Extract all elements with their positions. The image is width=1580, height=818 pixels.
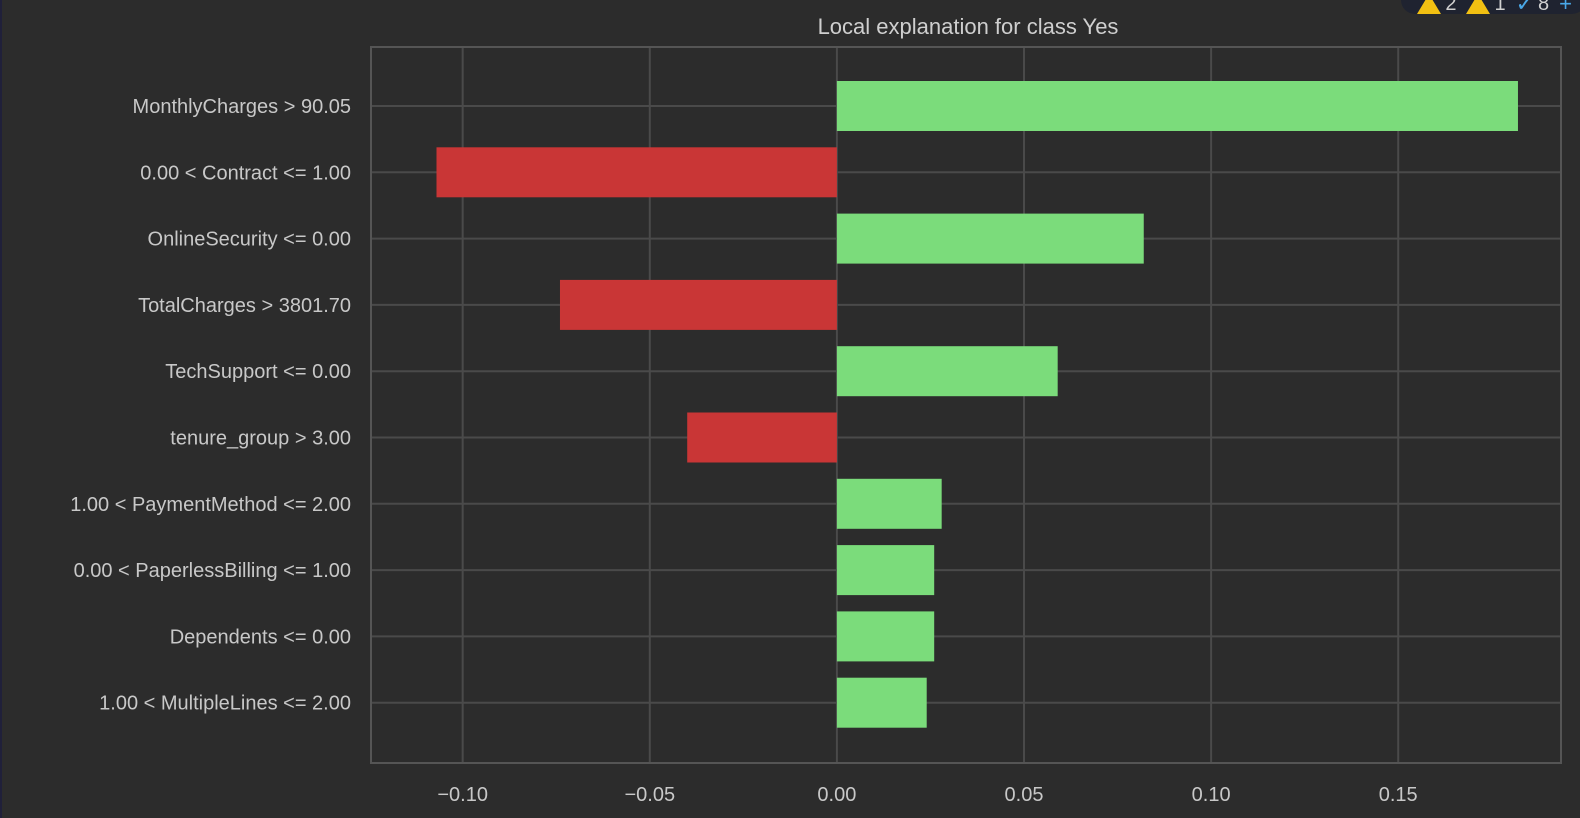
bar-positive — [836, 545, 935, 596]
warning-icon — [1466, 0, 1491, 14]
check-badge[interactable]: ✓ 8 — [1516, 0, 1550, 16]
y-tick-label: tenure_group > 3.00 — [170, 428, 351, 450]
chart-title: Local explanation for class Yes — [818, 14, 1119, 39]
y-tick-label: 0.00 < PaperlessBilling <= 1.00 — [74, 560, 351, 582]
y-tick-label: OnlineSecurity <= 0.00 — [148, 229, 351, 251]
bar-negative — [559, 279, 837, 330]
check-icon: ✓ — [1515, 0, 1535, 16]
warning-badge-secondary[interactable]: 1 — [1466, 0, 1506, 16]
y-tick-label: 0.00 < Contract <= 1.00 — [140, 162, 351, 184]
y-tick-label: MonthlyCharges > 90.05 — [133, 96, 351, 118]
bar-negative — [687, 412, 837, 463]
y-tick-label: 1.00 < MultipleLines <= 2.00 — [99, 693, 351, 715]
y-tick-label: Dependents <= 0.00 — [170, 626, 351, 648]
x-tick-label: −0.10 — [437, 784, 488, 806]
plus-icon[interactable]: + — [1559, 0, 1572, 16]
bar-negative — [436, 147, 837, 198]
bar-positive — [836, 677, 927, 728]
bar-positive — [836, 478, 942, 529]
bar-positive — [836, 611, 935, 662]
warning-count-secondary: 1 — [1494, 0, 1506, 15]
y-tick-label: TotalCharges > 3801.70 — [138, 295, 351, 317]
bar-positive — [836, 81, 1518, 131]
y-tick-label: 1.00 < PaymentMethod <= 2.00 — [70, 494, 351, 516]
x-tick-label: −0.05 — [624, 784, 675, 806]
warning-count-primary: 2 — [1445, 0, 1457, 15]
x-tick-label: 0.10 — [1192, 784, 1231, 806]
y-tick-label: TechSupport <= 0.00 — [165, 361, 351, 383]
bar-positive — [836, 213, 1144, 264]
x-tick-label: 0.00 — [817, 784, 856, 806]
x-tick-label: 0.05 — [1005, 784, 1044, 806]
check-count: 8 — [1538, 0, 1550, 15]
warning-badge-primary[interactable]: 2 — [1417, 0, 1456, 16]
bar-positive — [836, 346, 1058, 397]
plot-frame — [370, 46, 1562, 764]
warning-icon — [1417, 0, 1442, 14]
status-badges[interactable]: 2 1 ✓ 8 + — [1401, 0, 1580, 16]
x-tick-label: 0.15 — [1379, 784, 1418, 806]
